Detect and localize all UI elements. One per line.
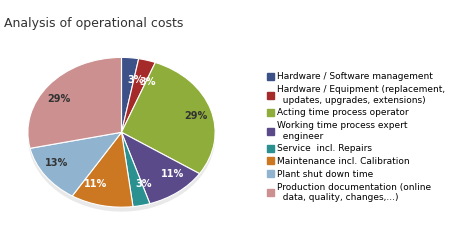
Wedge shape — [28, 62, 122, 153]
Wedge shape — [30, 137, 122, 200]
Wedge shape — [122, 59, 155, 132]
Text: 3%: 3% — [135, 179, 152, 188]
Wedge shape — [122, 132, 199, 204]
Wedge shape — [122, 63, 155, 137]
Wedge shape — [122, 137, 199, 208]
Legend: Hardware / Software management, Hardware / Equipment (replacement,
  updates, up: Hardware / Software management, Hardware… — [266, 72, 446, 202]
Wedge shape — [122, 67, 215, 178]
Text: 11%: 11% — [84, 179, 108, 188]
Text: 11%: 11% — [161, 169, 184, 179]
Wedge shape — [122, 132, 150, 207]
Text: 3%: 3% — [127, 75, 144, 85]
Wedge shape — [122, 62, 139, 137]
Text: Analysis of operational costs: Analysis of operational costs — [4, 17, 184, 30]
Wedge shape — [72, 137, 133, 212]
Wedge shape — [122, 137, 150, 211]
Wedge shape — [122, 62, 215, 174]
Text: 3%: 3% — [140, 77, 156, 87]
Text: 29%: 29% — [184, 111, 207, 122]
Wedge shape — [28, 57, 122, 148]
Wedge shape — [72, 132, 133, 207]
Text: 29%: 29% — [47, 94, 71, 104]
Text: 13%: 13% — [45, 158, 68, 168]
Wedge shape — [122, 57, 139, 132]
Wedge shape — [30, 132, 122, 196]
